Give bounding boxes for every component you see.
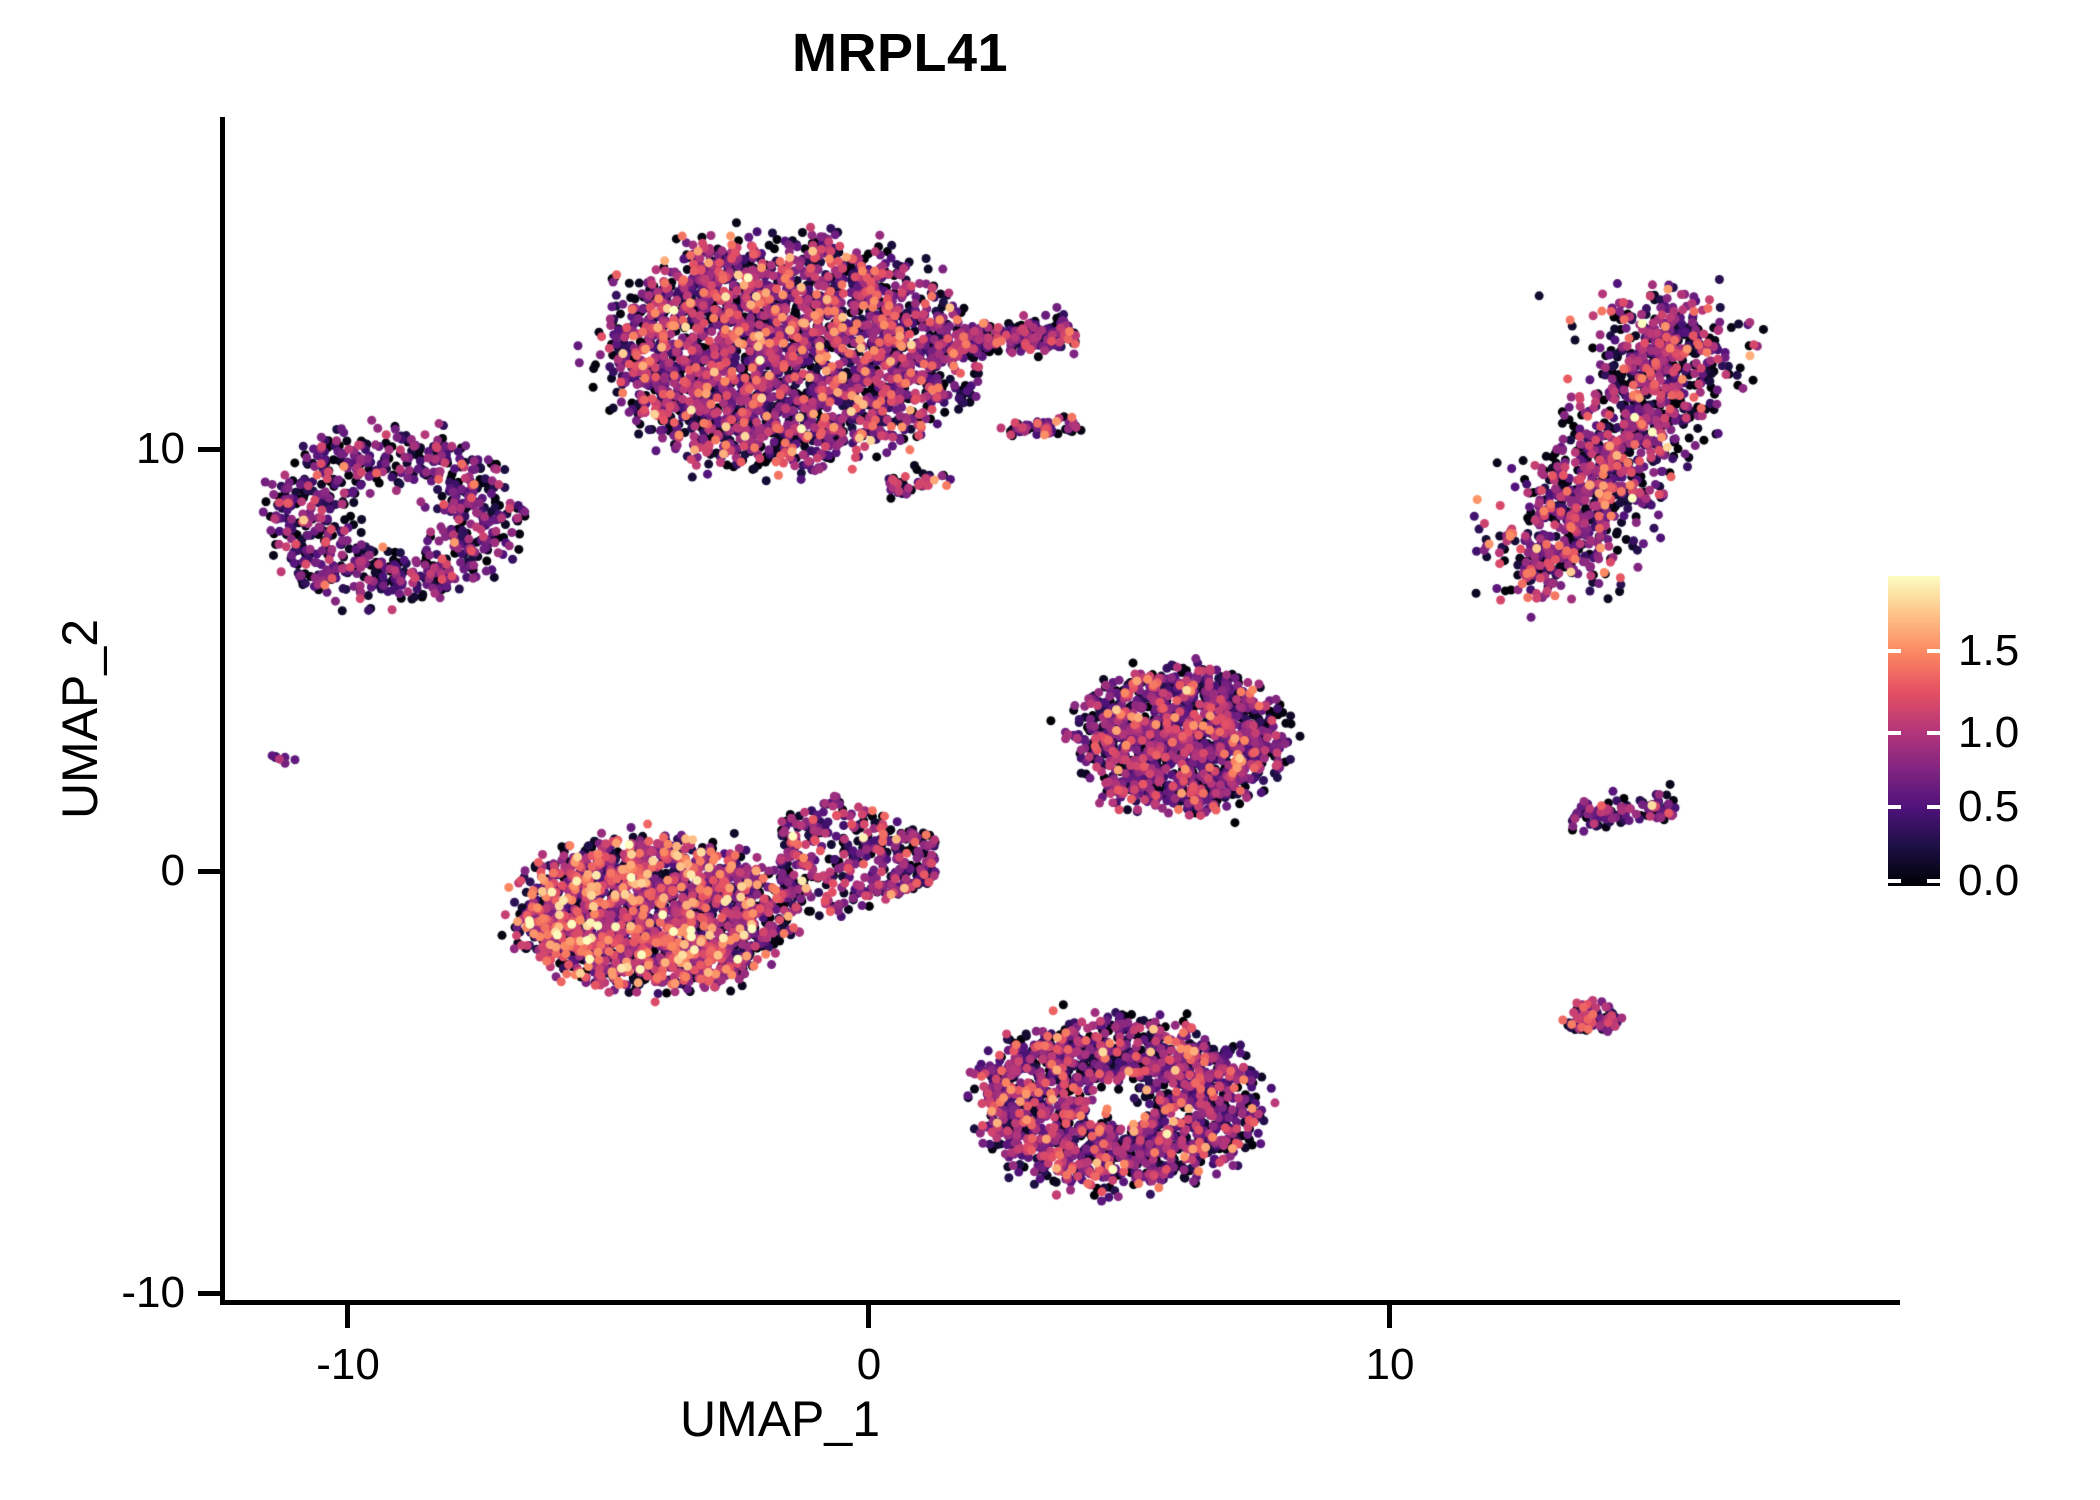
x-tick-label-0: 0	[856, 1340, 882, 1389]
colorbar-label-1.0: 1.0	[1958, 708, 2020, 757]
colorbar-tick-1.0-right	[1927, 731, 1940, 735]
colorbar-label-1.5: 1.5	[1958, 626, 2020, 675]
colorbar-tick-1.5-right	[1927, 649, 1940, 653]
x-tick-mark-10	[1387, 1305, 1392, 1328]
y-tick-mark-minus10	[198, 1291, 221, 1296]
colorbar-tick-1.0-left	[1888, 731, 1901, 735]
y-tick-label-minus10: -10	[121, 1268, 185, 1317]
x-tick-label-10: 10	[1365, 1340, 1415, 1389]
colorbar-tick-0.5-left	[1888, 805, 1901, 809]
colorbar-tick-0.0-left	[1888, 879, 1901, 883]
y-tick-label-0: 0	[160, 846, 185, 895]
y-axis-line	[220, 117, 225, 1305]
y-tick-label-10: 10	[136, 424, 185, 473]
y-tick-mark-0	[198, 869, 221, 874]
colorbar-label-0.5: 0.5	[1958, 782, 2020, 831]
y-tick-mark-10	[198, 447, 221, 452]
x-axis-title: UMAP_1	[679, 1391, 881, 1447]
x-tick-mark-minus10	[345, 1305, 350, 1328]
colorbar-tick-1.5-left	[1888, 649, 1901, 653]
colorbar-tick-0.5-right	[1927, 805, 1940, 809]
colorbar-label-0.0: 0.0	[1958, 856, 2020, 905]
x-tick-label-minus10: -10	[316, 1340, 380, 1389]
x-axis-line	[220, 1300, 1900, 1305]
colorbar-tick-0.0-right	[1927, 879, 1940, 883]
y-axis-title: UMAP_2	[52, 618, 108, 820]
x-tick-mark-0	[866, 1305, 871, 1328]
